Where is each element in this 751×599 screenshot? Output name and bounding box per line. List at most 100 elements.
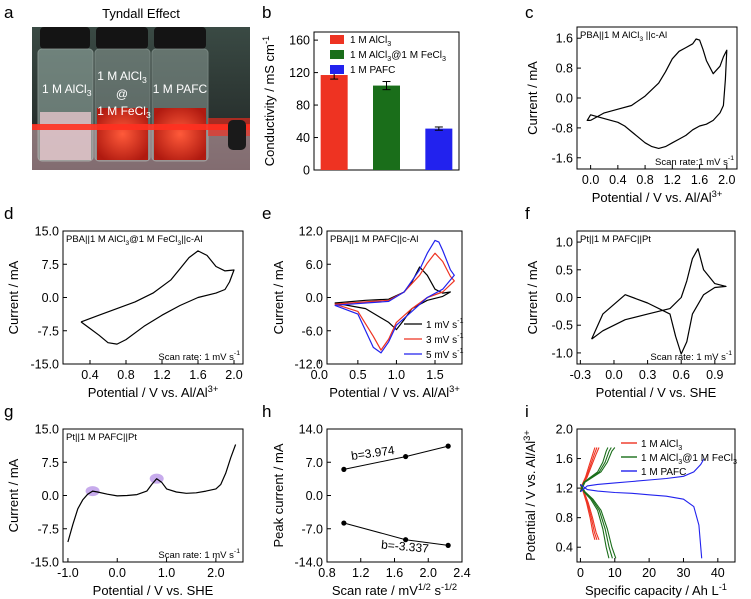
legend-swatch-b-2 (330, 65, 344, 74)
y-tick-label-h: -7.0 (301, 522, 323, 536)
y-axis-label-h: Peak current / mA (271, 443, 286, 547)
data-point-0-0 (341, 466, 347, 472)
panel-label-d: d (4, 204, 13, 223)
plot-frame-i (576, 428, 736, 563)
x-tick-label-d: 1.6 (189, 368, 206, 382)
x-tick-label-e: 1.0 (388, 368, 405, 382)
y-tick-label-b: 80 (296, 99, 310, 113)
y-tick-label-e: 6.0 (306, 258, 323, 272)
x-tick-label-e: 0.5 (349, 368, 366, 382)
panel-label-a: a (4, 3, 14, 22)
x-tick-label-c: 0.4 (609, 173, 626, 187)
x-axis-label-g: Potential / V vs. SHE (93, 583, 214, 598)
y-tick-label-d: 0.0 (42, 291, 59, 305)
x-axis-label-d: Potential / V vs. Al/Al3+ (88, 384, 219, 400)
panel-title-f: Pt||1 M PAFC||Pt (580, 234, 651, 245)
axes-e: 0.0 0.5 1.0 1.5 -12.0 -6.0 0.0 6.0 12.0 Potential… (271, 225, 463, 400)
legend-label-i-1: 1 M AlCl3@1 M FeCl3 (641, 453, 737, 466)
data-point-1-2 (445, 542, 451, 548)
y-tick-label-e: -12.0 (295, 358, 324, 372)
y-tick-label-c: 0.0 (556, 92, 573, 106)
vial-cap-2 (96, 27, 148, 49)
panel-title-g: Pt||1 M PAFC||Pt (66, 432, 137, 443)
y-tick-label-d: 7.5 (42, 258, 59, 272)
panel-label-g: g (4, 402, 13, 421)
y-tick-label-i: 1.2 (556, 482, 573, 496)
y-tick-label-f: 0.0 (556, 291, 573, 305)
y-axis-label-c: Current / mA (525, 61, 540, 135)
axes-b: 0 40 80 120 160 Conductivity / mS cm-1 (261, 31, 460, 178)
x-axis-label-i: Specific capacity / Ah L-1 (585, 582, 727, 598)
scan-rate-c: Scan rate:1 mV s-1 (655, 155, 734, 168)
y-tick-label-h: 14.0 (299, 423, 323, 437)
series-line-i-2-2 (579, 447, 616, 493)
y-axis-label-f: Current / mA (525, 260, 540, 334)
legend-label-b-2: 1 M PAFC (350, 65, 395, 76)
panel-label-i: i (525, 402, 529, 421)
legend-label-e-0: 1 mV s-1 (426, 316, 464, 331)
x-tick-label-f: 0.3 (639, 368, 656, 382)
series-line-c-0 (586, 38, 728, 149)
x-tick-label-h: 0.8 (318, 566, 335, 580)
x-tick-label-g: -1.0 (57, 566, 79, 580)
y-tick-label-g: 0.0 (42, 489, 59, 503)
legend-label-i-0: 1 M AlCl3 (641, 439, 682, 452)
vial-label-1: 1 M AlCl3 (42, 82, 92, 98)
series-line-e-2 (334, 239, 455, 354)
x-tick-label-c: 1.6 (691, 173, 708, 187)
x-tick-label-g: 0.0 (109, 566, 126, 580)
panel-title-e: PBA||1 M PAFC||c-Al (330, 234, 418, 245)
y-axis-label-e: Current / mA (271, 260, 286, 334)
liquid-2 (97, 108, 148, 160)
axes-i: 0 10 20 30 40 0.4 0.8 1.2 1.6 2.0 Specific capacit… (522, 423, 736, 598)
y-tick-label-d: -15.0 (31, 358, 60, 372)
y-axis-label-i: Potential / V vs. Al/Al3+ (522, 430, 538, 561)
y-axis-label-g: Current / mA (6, 458, 21, 532)
vial-label-2c: 1 M FeCl3 (97, 104, 151, 120)
x-tick-label-c: 2.0 (718, 173, 735, 187)
vial-label-2a: 1 M AlCl3 (97, 69, 147, 85)
y-tick-label-i: 1.6 (556, 452, 573, 466)
slope-label-cathodic: b=-3.337 (381, 538, 430, 556)
y-tick-label-c: -1.6 (551, 151, 573, 165)
y-tick-label-g: -15.0 (31, 556, 60, 570)
panel-label-h: h (262, 402, 271, 421)
bar-1 (373, 85, 400, 170)
x-tick-label-d: 0.8 (117, 368, 134, 382)
vial-cap-1 (40, 27, 90, 49)
x-tick-label-f: 0.6 (673, 368, 690, 382)
y-axis-label-d: Current / mA (6, 260, 21, 334)
x-tick-label-h: 1.6 (386, 566, 403, 580)
x-tick-label-h: 2.4 (453, 566, 470, 580)
scan-rate-g: Scan rate: 1 mV s-1 (158, 548, 240, 561)
y-tick-label-f: -0.5 (551, 319, 573, 333)
axes-f: -0.3 0.0 0.3 0.6 0.9 -1.0 -0.5 0.0 0.5 1.0 Potenti… (525, 230, 736, 400)
x-tick-label-g: 2.0 (207, 566, 224, 580)
y-tick-label-h: 0.0 (306, 489, 323, 503)
x-tick-label-c: 0.0 (582, 173, 599, 187)
panel-label-c: c (525, 3, 534, 22)
y-axis-label-b: Conductivity / mS cm-1 (261, 36, 277, 166)
y-tick-label-i: 0.4 (556, 541, 573, 555)
tyndall-photo (32, 27, 250, 170)
legend-label-e-1: 3 mV s-1 (426, 331, 464, 346)
y-tick-label-e: 12.0 (299, 225, 323, 239)
x-tick-label-d: 0.4 (81, 368, 98, 382)
y-tick-label-g: 7.5 (42, 456, 59, 470)
series-line-i-1-0 (579, 484, 596, 540)
legend-swatch-b-0 (330, 35, 344, 44)
slope-label-anodic: b=3.974 (350, 443, 396, 463)
panel-label-b: b (262, 3, 271, 22)
x-tick-label-g: 1.0 (158, 566, 175, 580)
panel-label-e: e (262, 204, 271, 223)
series-line-d-0 (80, 250, 235, 345)
panel-title-c: PBA||1 M AlCl3 ||c-Al (580, 30, 667, 43)
y-tick-label-f: 1.0 (556, 236, 573, 250)
x-axis-label-h: Scan rate / mV1/2 s-1/2 (332, 582, 457, 598)
x-tick-label-i: 10 (608, 566, 622, 580)
scan-rate-d: Scan rate: 1 mV s-1 (158, 350, 240, 363)
series-line-i-3-2 (579, 484, 617, 559)
y-tick-label-c: 1.6 (556, 32, 573, 46)
data-point-1-0 (341, 520, 347, 526)
